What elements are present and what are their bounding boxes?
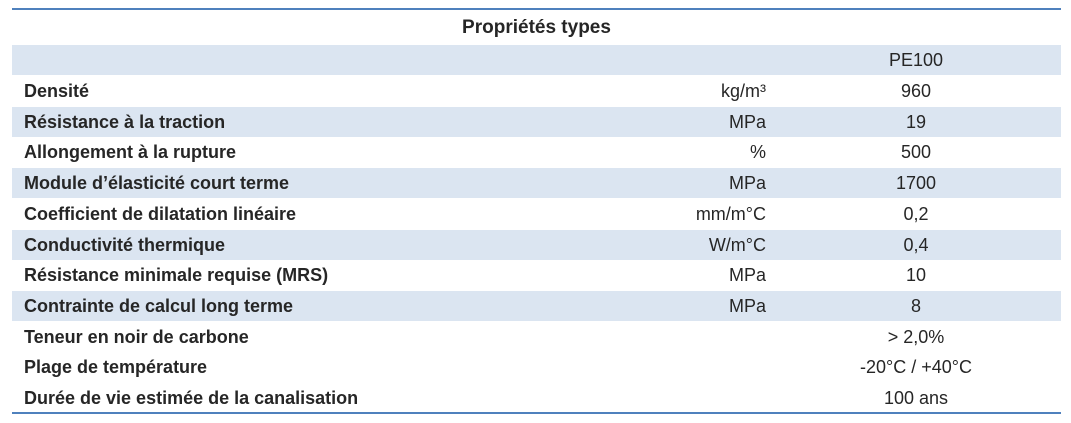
property-label: Coefficient de dilatation linéaire (24, 203, 297, 224)
property-label: Résistance à la traction (24, 111, 226, 132)
unit-cell: W/m°C (708, 234, 766, 255)
property-label: Durée de vie estimée de la canalisation (24, 388, 359, 408)
table-row: Résistance à la traction MPa 19 (12, 106, 1061, 137)
table-row: Densité kg/m³ 960 (12, 76, 1061, 106)
header-cell: PE100 (888, 50, 944, 70)
value-cell: 1700 (895, 173, 937, 194)
value-cell: > 2,0% (887, 326, 945, 347)
unit-cell: kg/m³ (721, 81, 766, 101)
value-cell: -20°C / +40°C (860, 357, 972, 378)
property-label: Allongement à la rupture (24, 142, 237, 163)
table-row: Durée de vie estimée de la canalisation 1… (12, 383, 1061, 413)
table-row: Contrainte de calcul long terme MPa 8 (12, 290, 1061, 321)
value-cell: 0,2 (903, 203, 929, 224)
unit-cell: MPa (728, 295, 766, 316)
value-cell: 8 (910, 295, 921, 316)
value-cell: 500 (900, 142, 932, 163)
property-label: Module d’élasticité court terme (24, 173, 290, 194)
property-label: Contrainte de calcul long terme (24, 295, 294, 316)
title-row: Propriétés types (12, 11, 1061, 45)
table: Propriétés types PE100 Densité kg/m³ 960 Ré… (12, 8, 1061, 414)
property-label: Plage de température (24, 357, 208, 378)
unit-cell: MPa (728, 173, 766, 194)
unit-cell: MPa (728, 265, 766, 286)
table-row: Conductivité thermique W/m°C 0,4 (12, 229, 1061, 260)
value-cell: 10 (905, 265, 927, 286)
table-row: Allongement à la rupture% 500 (12, 137, 1061, 167)
table-row: Coefficient de dilatation linéaire mm/m°C… (12, 199, 1061, 229)
table-row: Plage de température -20°C / +40°C (12, 352, 1061, 382)
property-label: Densité (24, 81, 90, 101)
table-title: Propriétés types (462, 17, 611, 38)
property-label: Teneur en noir de carbone (24, 326, 249, 347)
unit-cell: % (749, 142, 766, 163)
table-row: Module d’élasticité court terme MPa 1700 (12, 168, 1061, 199)
value-cell: 100 ans (883, 388, 949, 408)
unit-cell: MPa (728, 111, 766, 132)
property-label: Conductivité thermique (24, 234, 226, 255)
header-row: PE100 (12, 45, 1061, 75)
value-cell: 960 (900, 81, 932, 101)
value-cell: 19 (905, 111, 927, 132)
value-cell: 0,4 (903, 234, 929, 255)
unit-cell: mm/m°C (695, 203, 766, 224)
property-label: Résistance minimale requise (MRS) (24, 265, 329, 286)
table-row: Résistance minimale requise (MRS) MPa 10 (12, 260, 1061, 290)
table-row: Teneur en noir de carbone > 2,0% (12, 322, 1061, 352)
